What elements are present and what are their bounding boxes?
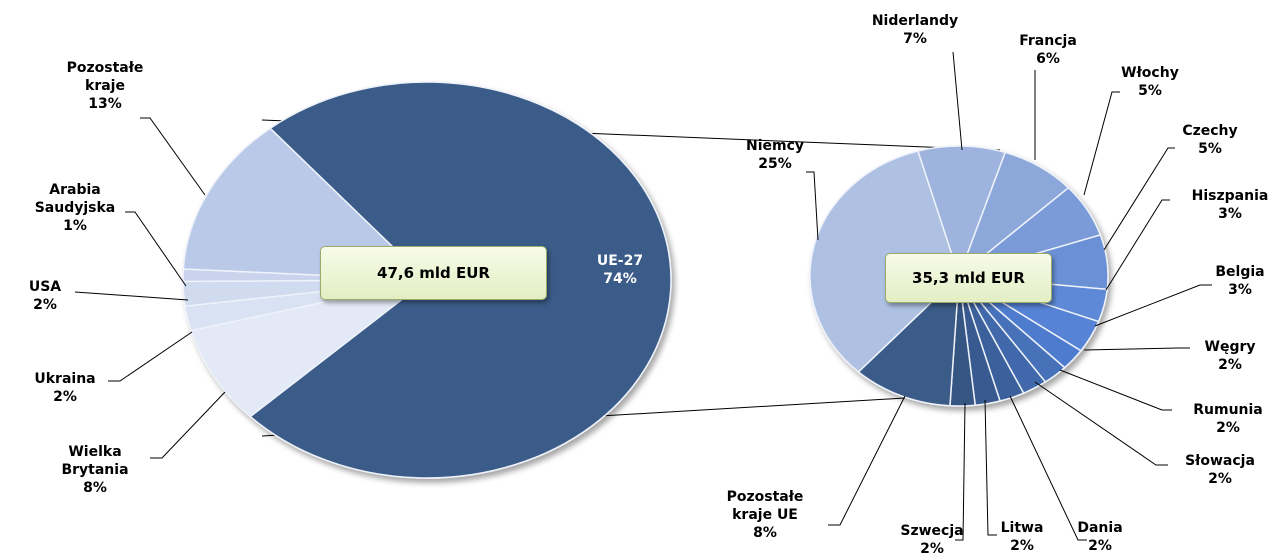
slice-name: Ukraina bbox=[34, 371, 96, 387]
slice-value: 3% bbox=[1218, 206, 1242, 222]
slice-value: 25% bbox=[758, 156, 792, 172]
slice-name: UE-27 bbox=[596, 253, 644, 269]
leader-line bbox=[984, 399, 997, 536]
slice-value: 2% bbox=[1216, 420, 1240, 436]
slice-value: 2% bbox=[1218, 357, 1242, 373]
slice-name: Włochy bbox=[1121, 65, 1179, 81]
slice-name: Litwa bbox=[1000, 520, 1044, 536]
slice-value: 2% bbox=[53, 389, 77, 405]
leader-line bbox=[1094, 284, 1212, 327]
slice-label: Ukraina 2% bbox=[5, 370, 125, 406]
slice-name: USA bbox=[28, 279, 62, 295]
slice-label: Niderlandy 7% bbox=[855, 12, 975, 48]
slice-label: Słowacja 2% bbox=[1160, 452, 1280, 488]
slice-name: Niderlandy bbox=[871, 13, 959, 29]
slice-value: 5% bbox=[1198, 141, 1222, 157]
slice-value: 6% bbox=[1036, 51, 1060, 67]
slice-value: 5% bbox=[1138, 83, 1162, 99]
leader-line bbox=[1009, 395, 1087, 541]
slice-label: Dania 2% bbox=[1040, 519, 1160, 555]
slice-label: Pozostałe kraje 13% bbox=[60, 59, 150, 113]
slice-label: UE-27 74% bbox=[560, 252, 680, 288]
leader-line bbox=[1105, 199, 1170, 291]
slice-label: Niemcy 25% bbox=[715, 137, 835, 173]
slice-name: Francja bbox=[1019, 33, 1077, 49]
leader-line bbox=[955, 402, 966, 541]
slice-name: Hiszpania bbox=[1191, 188, 1269, 204]
slice-value: 2% bbox=[920, 541, 944, 556]
slice-name: Pozostałe kraje bbox=[66, 60, 144, 94]
slice-label: Szwecja 2% bbox=[872, 522, 992, 556]
leader-line bbox=[125, 211, 187, 287]
slice-name: Słowacja bbox=[1185, 453, 1255, 469]
leader-line bbox=[806, 171, 819, 241]
slice-name: Szwecja bbox=[900, 523, 964, 539]
slice-name: Belgia bbox=[1215, 264, 1265, 280]
total-box: 47,6 mld EUR bbox=[320, 246, 547, 300]
slice-label: Hiszpania 3% bbox=[1170, 187, 1283, 223]
slice-label: Francja 6% bbox=[988, 32, 1108, 68]
leader-line bbox=[1059, 369, 1172, 411]
pie-slice bbox=[809, 150, 960, 373]
slice-value: 1% bbox=[63, 218, 87, 234]
leader-line bbox=[952, 51, 963, 151]
slice-name: Rumunia bbox=[1193, 402, 1263, 418]
leader-line bbox=[140, 117, 206, 196]
slice-label: Węgry 2% bbox=[1170, 338, 1283, 374]
slice-label: Rumunia 2% bbox=[1168, 401, 1283, 437]
slice-label: Wielka Brytania 8% bbox=[50, 443, 140, 497]
slice-label: Litwa 2% bbox=[962, 519, 1082, 555]
leader-line bbox=[74, 291, 189, 301]
leader-line bbox=[1034, 381, 1168, 466]
slice-name: Wielka Brytania bbox=[61, 444, 129, 478]
leader-line bbox=[1083, 91, 1120, 196]
slice-label: Belgia 3% bbox=[1180, 263, 1283, 299]
total-box: 35,3 mld EUR bbox=[885, 253, 1052, 303]
slice-name: Niemcy bbox=[745, 138, 805, 154]
pie-slice bbox=[190, 279, 428, 418]
slice-value: 7% bbox=[903, 31, 927, 47]
slice-name: Czechy bbox=[1182, 123, 1238, 139]
slice-name: Pozostałe kraje UE bbox=[726, 489, 804, 523]
leader-line bbox=[828, 395, 906, 526]
slice-label: Czechy 5% bbox=[1150, 122, 1270, 158]
leader-line bbox=[108, 331, 193, 382]
slice-label: USA 2% bbox=[0, 278, 105, 314]
pie-slice bbox=[857, 274, 960, 407]
slice-value: 8% bbox=[753, 525, 777, 541]
slice-value: 74% bbox=[603, 271, 637, 287]
leader-line bbox=[1103, 147, 1175, 251]
slice-name: Arabia Saudyjska bbox=[34, 182, 116, 216]
slice-name: Dania bbox=[1077, 520, 1123, 536]
slice-value: 3% bbox=[1228, 282, 1252, 298]
pie bbox=[809, 145, 1109, 407]
slice-value: 13% bbox=[88, 96, 122, 112]
slice-name: Węgry bbox=[1204, 339, 1256, 355]
slice-value: 2% bbox=[1088, 538, 1112, 554]
slice-label: Pozostałe kraje UE 8% bbox=[720, 488, 810, 542]
slice-value: 2% bbox=[33, 297, 57, 313]
slice-value: 2% bbox=[1208, 471, 1232, 487]
pie-slice bbox=[182, 127, 429, 281]
leader-line bbox=[1083, 347, 1190, 351]
leader-line bbox=[150, 391, 226, 459]
slice-label: Włochy 5% bbox=[1090, 64, 1210, 100]
slice-label: Arabia Saudyjska 1% bbox=[30, 181, 120, 235]
slice-value: 2% bbox=[1010, 538, 1034, 554]
slice-value: 8% bbox=[83, 480, 107, 496]
